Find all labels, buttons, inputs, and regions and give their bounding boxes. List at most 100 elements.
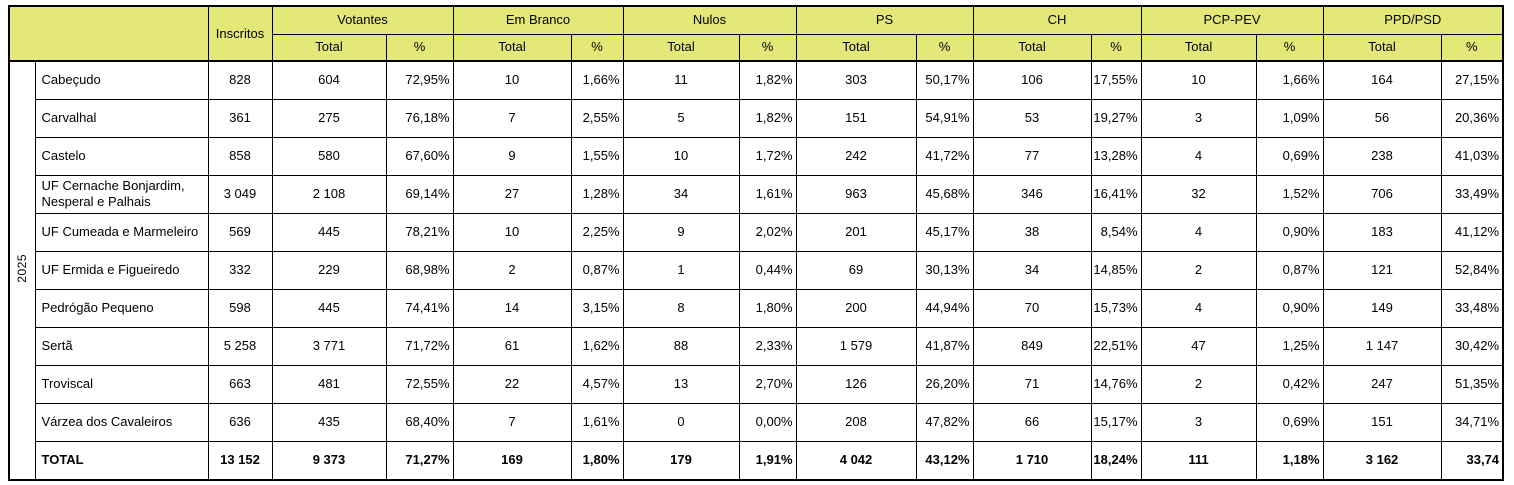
cell-votantes-total: 275 bbox=[271, 98, 387, 138]
cell-ch-pct: 19,27% bbox=[1090, 98, 1142, 138]
header-group-nulos: Nulos bbox=[622, 5, 797, 35]
cell-pcp-pev-total: 32 bbox=[1140, 174, 1257, 214]
cell-nulos-pct: 2,33% bbox=[738, 326, 797, 366]
cell-votantes-total: 229 bbox=[271, 250, 387, 290]
cell-ps-total: 201 bbox=[795, 212, 917, 252]
cell-pcp-pev-pct: 0,90% bbox=[1255, 288, 1324, 328]
cell-ps-total: 69 bbox=[795, 250, 917, 290]
cell-votantes-pct: 76,18% bbox=[385, 98, 454, 138]
year-cell: 2025 bbox=[8, 60, 36, 481]
cell-ps-pct: 41,72% bbox=[915, 136, 974, 176]
cell-ppd-psd-pct: 20,36% bbox=[1440, 98, 1504, 138]
cell-inscritos: 636 bbox=[207, 402, 273, 442]
cell-votantes-pct: 71,72% bbox=[385, 326, 454, 366]
cell-pcp-pev-total: 10 bbox=[1140, 60, 1257, 100]
cell-em-branco-total: 169 bbox=[452, 440, 572, 481]
cell-ps-pct: 45,68% bbox=[915, 174, 974, 214]
cell-votantes-pct: 72,55% bbox=[385, 364, 454, 404]
cell-nulos-total: 10 bbox=[622, 136, 740, 176]
cell-em-branco-total: 61 bbox=[452, 326, 572, 366]
cell-ppd-psd-total: 149 bbox=[1322, 288, 1442, 328]
cell-em-branco-pct: 2,55% bbox=[570, 98, 624, 138]
cell-nulos-total: 8 bbox=[622, 288, 740, 328]
row-label: Troviscal bbox=[34, 364, 209, 404]
header-inscritos: Inscritos bbox=[207, 5, 273, 62]
subheader-pct: % bbox=[570, 33, 624, 62]
cell-ps-total: 963 bbox=[795, 174, 917, 214]
cell-nulos-pct: 1,82% bbox=[738, 60, 797, 100]
cell-ppd-psd-total: 56 bbox=[1322, 98, 1442, 138]
cell-pcp-pev-total: 3 bbox=[1140, 98, 1257, 138]
cell-ppd-psd-total: 247 bbox=[1322, 364, 1442, 404]
cell-ps-total: 208 bbox=[795, 402, 917, 442]
cell-inscritos: 858 bbox=[207, 136, 273, 176]
row-label: UF Cernache Bonjardim, Nesperal e Palhai… bbox=[34, 174, 209, 214]
cell-nulos-pct: 2,70% bbox=[738, 364, 797, 404]
cell-nulos-pct: 1,72% bbox=[738, 136, 797, 176]
header-group-pcp-pev: PCP-PEV bbox=[1140, 5, 1324, 35]
cell-em-branco-pct: 1,66% bbox=[570, 60, 624, 100]
cell-pcp-pev-total: 4 bbox=[1140, 136, 1257, 176]
cell-pcp-pev-pct: 1,18% bbox=[1255, 440, 1324, 481]
cell-votantes-pct: 74,41% bbox=[385, 288, 454, 328]
cell-ps-total: 303 bbox=[795, 60, 917, 100]
cell-votantes-pct: 72,95% bbox=[385, 60, 454, 100]
cell-votantes-pct: 68,40% bbox=[385, 402, 454, 442]
cell-ppd-psd-total: 151 bbox=[1322, 402, 1442, 442]
cell-ps-pct: 30,13% bbox=[915, 250, 974, 290]
cell-em-branco-total: 27 bbox=[452, 174, 572, 214]
cell-ppd-psd-total: 1 147 bbox=[1322, 326, 1442, 366]
cell-ch-total: 34 bbox=[972, 250, 1092, 290]
cell-inscritos: 828 bbox=[207, 60, 273, 100]
cell-em-branco-total: 14 bbox=[452, 288, 572, 328]
election-results-table: Inscritos Votantes Em Branco Nulos PS CH PCP-… bbox=[8, 5, 1505, 481]
subheader-pct: % bbox=[1440, 33, 1504, 62]
cell-votantes-pct: 67,60% bbox=[385, 136, 454, 176]
table-row: Castelo 858 580 67,60% 9 1,55% 10 1,72% 242 41,72… bbox=[9, 136, 1504, 176]
subheader-pct: % bbox=[738, 33, 797, 62]
table-row: Carvalhal 361 275 76,18% 7 2,55% 5 1,82% 151 54,9… bbox=[9, 98, 1504, 138]
header-group-votantes: Votantes bbox=[271, 5, 454, 35]
cell-pcp-pev-total: 4 bbox=[1140, 212, 1257, 252]
cell-inscritos: 569 bbox=[207, 212, 273, 252]
cell-votantes-pct: 71,27% bbox=[385, 440, 454, 481]
cell-ch-total: 66 bbox=[972, 402, 1092, 442]
cell-nulos-total: 0 bbox=[622, 402, 740, 442]
cell-em-branco-pct: 1,80% bbox=[570, 440, 624, 481]
cell-ps-pct: 50,17% bbox=[915, 60, 974, 100]
cell-em-branco-total: 2 bbox=[452, 250, 572, 290]
year-label: 2025 bbox=[15, 254, 30, 284]
cell-ps-pct: 44,94% bbox=[915, 288, 974, 328]
subheader-total: Total bbox=[1140, 33, 1257, 62]
cell-votantes-total: 445 bbox=[271, 288, 387, 328]
cell-ppd-psd-pct: 51,35% bbox=[1440, 364, 1504, 404]
cell-ppd-psd-pct: 33,48% bbox=[1440, 288, 1504, 328]
total-row-label: TOTAL bbox=[34, 440, 209, 481]
table-row: 2025 Cabeçudo 828 604 72,95% 10 1,66% 11 1,82% 30… bbox=[8, 60, 1504, 481]
subheader-total: Total bbox=[1322, 33, 1442, 62]
table-row: Sertã 5 258 3 771 71,72% 61 1,62% 88 2,33% 1 579… bbox=[9, 326, 1504, 366]
header-group-em-branco: Em Branco bbox=[452, 5, 624, 35]
cell-pcp-pev-total: 3 bbox=[1140, 402, 1257, 442]
cell-ppd-psd-pct: 33,49% bbox=[1440, 174, 1504, 214]
subheader-total: Total bbox=[972, 33, 1092, 62]
cell-nulos-pct: 2,02% bbox=[738, 212, 797, 252]
cell-ch-total: 70 bbox=[972, 288, 1092, 328]
cell-inscritos: 13 152 bbox=[207, 440, 273, 481]
row-label: Castelo bbox=[34, 136, 209, 176]
cell-votantes-total: 9 373 bbox=[271, 440, 387, 481]
cell-nulos-total: 179 bbox=[622, 440, 740, 481]
cell-ps-pct: 41,87% bbox=[915, 326, 974, 366]
cell-votantes-total: 3 771 bbox=[271, 326, 387, 366]
cell-ppd-psd-pct: 52,84% bbox=[1440, 250, 1504, 290]
table-body: 2025 Cabeçudo 828 604 72,95% 10 1,66% 11 1,82% 30… bbox=[8, 60, 1504, 481]
table-row: UF Cernache Bonjardim, Nesperal e Palhai… bbox=[9, 174, 1504, 214]
cell-ppd-psd-pct: 41,03% bbox=[1440, 136, 1504, 176]
cell-votantes-pct: 68,98% bbox=[385, 250, 454, 290]
cell-votantes-total: 2 108 bbox=[271, 174, 387, 214]
cell-pcp-pev-total: 2 bbox=[1140, 364, 1257, 404]
cell-ch-pct: 22,51% bbox=[1090, 326, 1142, 366]
cell-nulos-pct: 1,61% bbox=[738, 174, 797, 214]
table-header: Inscritos Votantes Em Branco Nulos PS CH PCP-… bbox=[8, 5, 1504, 62]
cell-ch-total: 849 bbox=[972, 326, 1092, 366]
